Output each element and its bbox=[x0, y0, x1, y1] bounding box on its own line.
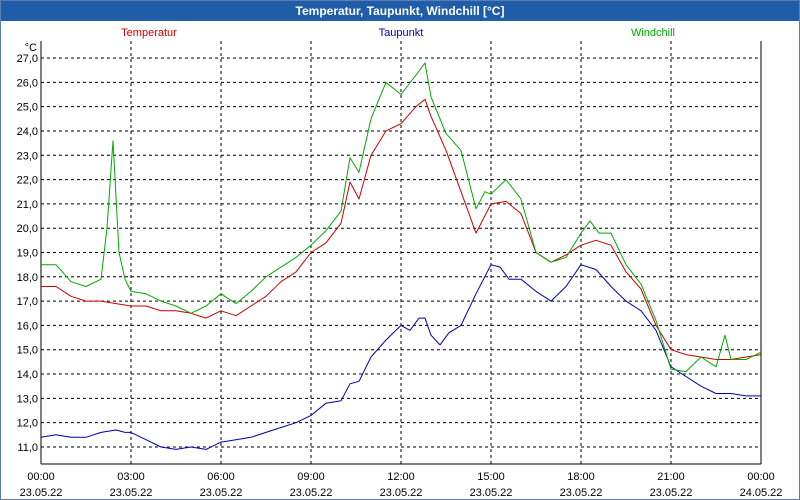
legend-temperatur: Temperatur bbox=[121, 27, 177, 39]
x-tick-date: 23.05.22 bbox=[560, 487, 603, 499]
y-tick-label: 18,0 bbox=[17, 272, 38, 284]
x-tick-time: 06:00 bbox=[207, 471, 235, 483]
y-tick-label: 12,0 bbox=[17, 418, 38, 430]
x-tick-date: 23.05.22 bbox=[20, 487, 63, 499]
x-tick-date: 23.05.22 bbox=[200, 487, 243, 499]
x-tick-time: 18:00 bbox=[567, 471, 595, 483]
x-tick-date: 23.05.22 bbox=[290, 487, 333, 499]
series-line-windchill bbox=[41, 62, 762, 373]
x-tick-date: 24.05.22 bbox=[740, 487, 783, 499]
legend-taupunkt: Taupunkt bbox=[379, 27, 424, 39]
x-tick-time: 00:00 bbox=[27, 471, 55, 483]
y-tick-label: 16,0 bbox=[17, 320, 38, 332]
y-tick-label: 24,0 bbox=[17, 126, 38, 138]
x-tick-time: 21:00 bbox=[657, 471, 685, 483]
y-tick-label: 27,0 bbox=[17, 53, 38, 65]
x-tick-time: 09:00 bbox=[297, 471, 325, 483]
series-line-taupunkt bbox=[40, 264, 761, 450]
x-tick-time: 15:00 bbox=[477, 471, 505, 483]
y-tick-label: 19,0 bbox=[17, 248, 38, 260]
x-tick-date: 23.05.22 bbox=[470, 487, 513, 499]
legend-windchill: Windchill bbox=[631, 27, 675, 39]
x-tick-time: 00:00 bbox=[747, 471, 775, 483]
chart-title: Temperatur, Taupunkt, Windchill [°C] bbox=[1, 1, 799, 21]
y-tick-label: 25,0 bbox=[17, 102, 38, 114]
y-tick-label: 22,0 bbox=[17, 175, 38, 187]
series-line-temperatur bbox=[41, 98, 762, 360]
y-axis-label: °C bbox=[25, 42, 37, 54]
x-tick-time: 12:00 bbox=[387, 471, 415, 483]
y-tick-label: 14,0 bbox=[17, 369, 38, 381]
y-tick-label: 26,0 bbox=[17, 77, 38, 89]
y-tick-label: 21,0 bbox=[17, 199, 38, 211]
y-tick-label: 23,0 bbox=[17, 150, 38, 162]
x-tick-date: 23.05.22 bbox=[110, 487, 153, 499]
y-tick-label: 20,0 bbox=[17, 223, 38, 235]
x-tick-date: 23.05.22 bbox=[380, 487, 423, 499]
x-tick-date: 23.05.22 bbox=[650, 487, 693, 499]
y-tick-label: 11,0 bbox=[17, 442, 38, 454]
y-tick-label: 17,0 bbox=[17, 296, 38, 308]
y-tick-label: 15,0 bbox=[17, 345, 38, 357]
y-tick-label: 13,0 bbox=[17, 393, 38, 405]
x-tick-time: 03:00 bbox=[117, 471, 145, 483]
